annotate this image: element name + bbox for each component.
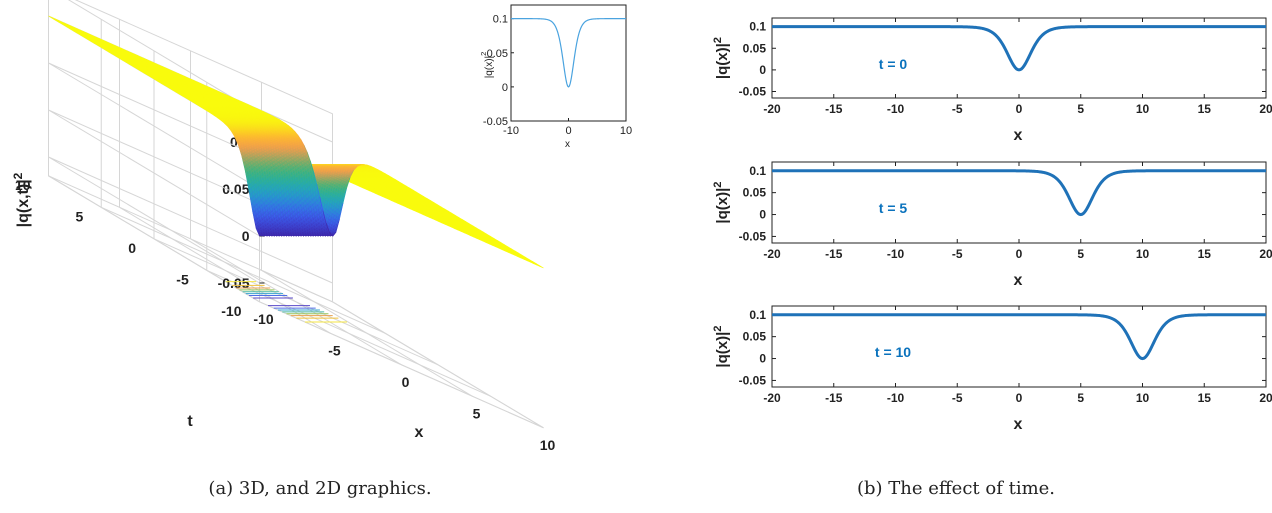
grid-line bbox=[48, 156, 333, 284]
z-tick-label: 0 bbox=[242, 228, 250, 244]
axes-box: 0.10.050-0.05 bbox=[48, 0, 544, 429]
grid-line bbox=[48, 109, 333, 237]
grid-line bbox=[153, 238, 439, 366]
grid-line bbox=[48, 175, 333, 303]
grid-line bbox=[261, 269, 473, 397]
grid-line bbox=[101, 206, 386, 334]
z-tick-label: -0.05 bbox=[218, 275, 250, 291]
z-tick-label: 0.05 bbox=[222, 181, 249, 197]
grid-line bbox=[48, 62, 333, 190]
surface bbox=[48, 15, 544, 269]
grid-line bbox=[332, 301, 544, 429]
surface-panel: 0.10.050-0.05-10-505101050-5-10xt|q(x,t)… bbox=[11, 0, 632, 453]
